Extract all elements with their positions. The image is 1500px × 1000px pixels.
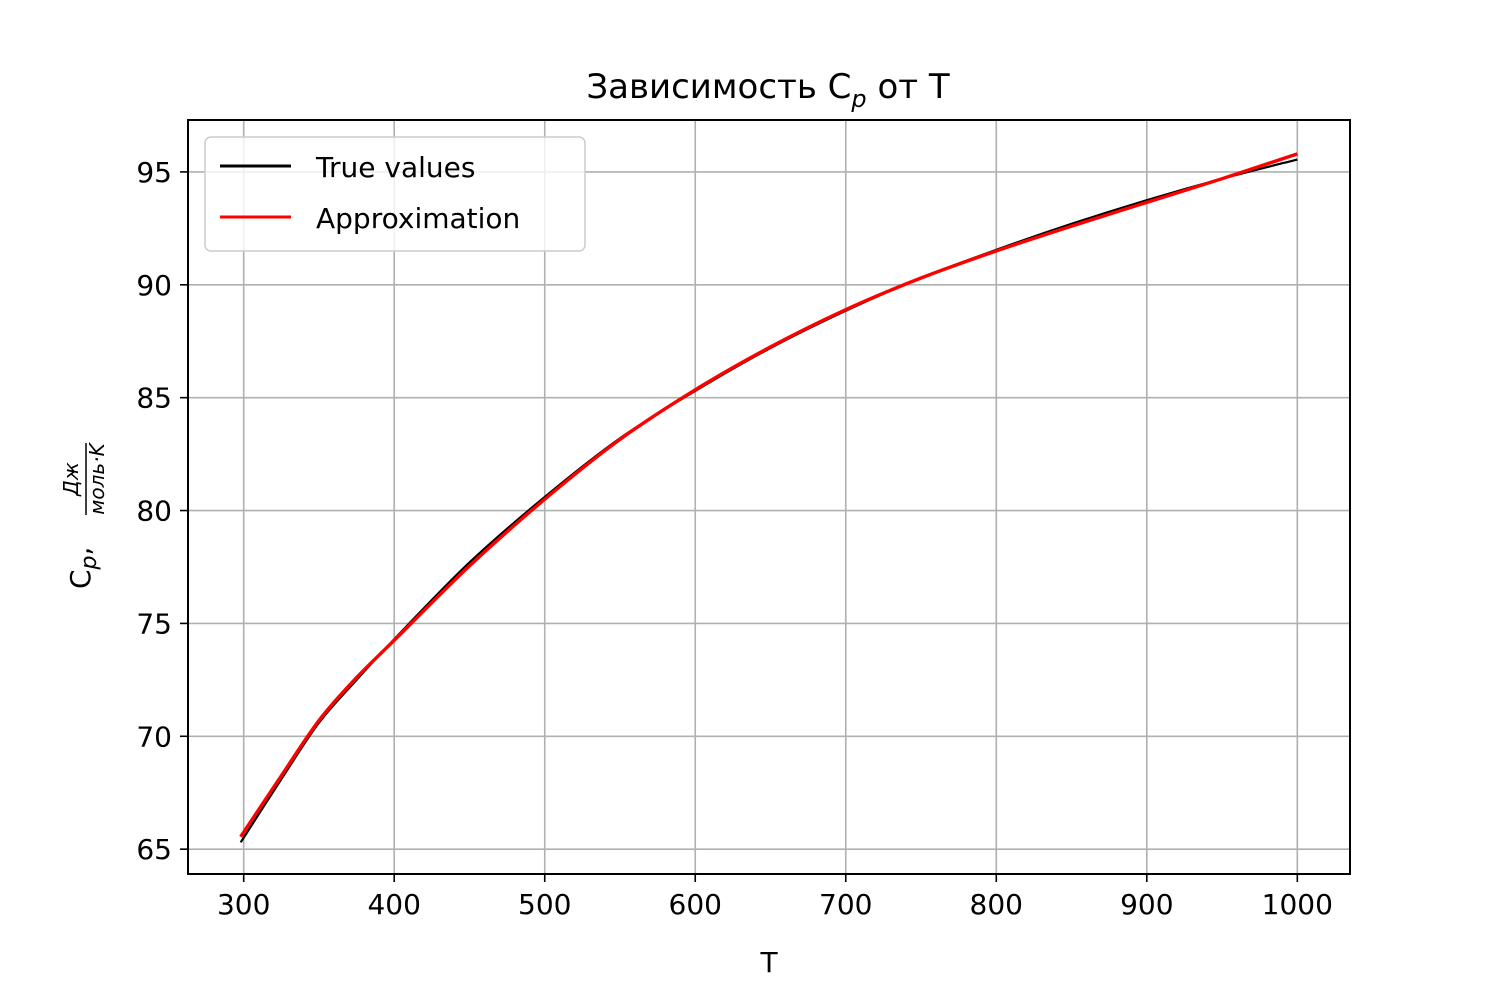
- ticks: 300 400 500 600 700 800 900 1000 65 70 75 80 85 90 95: [136, 156, 1333, 921]
- plot-frame: [187, 119, 1351, 875]
- x-tick-label: 900: [1120, 888, 1173, 921]
- series-lines: [239, 152, 1298, 843]
- x-tick-label: 500: [518, 888, 571, 921]
- y-tick-label: 95: [136, 156, 172, 189]
- chart-title-tail: от T: [867, 67, 950, 107]
- y-axis-unit-denominator: моль·K: [85, 441, 109, 514]
- legend-box: [204, 136, 586, 252]
- chart-title-subscript: p: [850, 85, 866, 113]
- x-tick-label: 700: [819, 888, 872, 921]
- x-tick-label: 800: [970, 888, 1023, 921]
- svg-text:Cp,: Cp,: [64, 547, 102, 589]
- legend: True values Approximation: [204, 136, 586, 252]
- y-tick-label: 65: [136, 833, 172, 866]
- x-tick-label: 300: [217, 888, 270, 921]
- x-tick-label: 1000: [1262, 888, 1333, 921]
- y-tick-label: 70: [136, 720, 172, 753]
- y-axis-label: Cp, Дж моль·K: [59, 441, 109, 589]
- y-axis-unit-numerator: Дж: [59, 462, 83, 497]
- x-axis-label: T: [759, 946, 778, 979]
- x-tick-label: 400: [367, 888, 420, 921]
- y-axis-label-separator: ,: [64, 547, 97, 556]
- y-axis-label-subscript: p: [77, 555, 102, 570]
- legend-label-true-values: True values: [315, 151, 475, 184]
- y-tick-label: 85: [136, 382, 172, 415]
- y-tick-label: 90: [136, 269, 172, 302]
- x-tick-label: 600: [669, 888, 722, 921]
- series-line-approximation: [239, 152, 1298, 838]
- y-tick-label: 80: [136, 495, 172, 528]
- legend-label-approximation: Approximation: [316, 202, 520, 235]
- y-axis-label-main: C: [64, 569, 97, 589]
- y-tick-label: 75: [136, 607, 172, 640]
- chart-title: Зависимость Cp от T: [586, 67, 950, 113]
